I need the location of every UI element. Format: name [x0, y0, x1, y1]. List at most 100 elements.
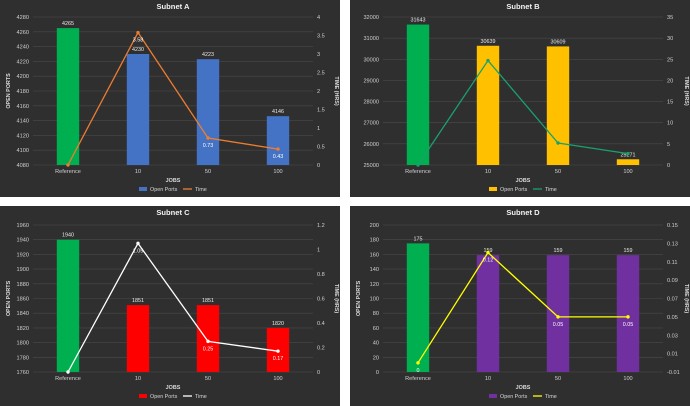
subnet-d-bar-value-label: 159: [624, 248, 633, 254]
subnet-b-bar-value-label: 30639: [481, 39, 496, 45]
subnet-a-time-point: [66, 163, 70, 167]
subnet-a-chart: Subnet A40804100412041404160418042004220…: [0, 0, 340, 197]
subnet-d-bar-reference: [406, 243, 430, 372]
subnet-c-time-point: [136, 241, 140, 246]
subnet-a-x-tick-label: 10: [135, 169, 141, 175]
subnet-c-chart: Subnet C 1760 1780 1800 1820 1840 1860 1880 1900…: [0, 206, 340, 406]
subnet-d-y-tick-label: 160: [370, 252, 379, 258]
subnet-d-time-point: [416, 361, 420, 365]
subnet-c-y-tick-label: 1840: [17, 311, 29, 317]
subnet-d-time-value-label: 0: [417, 368, 420, 374]
subnet-d-y-tick-label: 80: [373, 311, 379, 317]
subnet-a-bar-10: [126, 54, 150, 165]
subnet-d-time-point: [486, 250, 490, 255]
subnet-c-y2-tick-label: 0.4: [317, 321, 325, 327]
subnet-d-time-point: [556, 315, 560, 319]
subnet-a-y-tick-label: 4080: [17, 163, 29, 169]
subnet-b-y-tick-label: 27000: [363, 121, 379, 127]
subnet-d-bar-value-label: 159: [554, 248, 563, 254]
subnet-b-bar-50: [546, 46, 570, 165]
subnet-d-time-value-label: 0.05: [553, 322, 564, 328]
subnet-d-y-tick-label: 20: [373, 355, 379, 361]
subnet-c-time-point: [66, 370, 70, 374]
subnet-c-x-tick-label: 50: [205, 376, 211, 382]
subnet-d-y2-tick-label: 0.03: [667, 333, 678, 339]
subnet-a-y-tick-label: 4200: [17, 74, 29, 80]
subnet-a-y2-tick-label: 3: [317, 52, 320, 58]
subnet-a-x-tick-label: 50: [205, 169, 211, 175]
subnet-c-time-value-label: 0.17: [273, 356, 284, 362]
subnet-a-y-tick-label: 4180: [17, 89, 29, 95]
subnet-d-bar-50: [546, 255, 570, 372]
subnet-d-y2-tick-label: 0.07: [667, 297, 678, 303]
subnet-a-y-tick-label: 4220: [17, 59, 29, 65]
subnet-a-y2-tick-label: 4: [317, 15, 320, 21]
subnet-c-y-tick-label: 1760: [17, 370, 29, 376]
subnet-d-bar-100: [616, 255, 640, 372]
subnet-c-y2-tick-label: 0: [317, 370, 320, 376]
subnet-b-time-point: [556, 141, 560, 145]
subnet-d-legend-line-label: Time: [545, 394, 557, 400]
subnet-b-x-tick-label: Reference: [405, 169, 431, 175]
subnet-b-legend-line-label: Time: [545, 187, 557, 193]
subnet-b-legend-bar-label: Open Ports: [500, 187, 528, 193]
subnet-d-y-tick-label: 140: [370, 267, 379, 273]
subnet-a-y-tick-label: 4120: [17, 133, 29, 139]
subnet-d-y2-axis-title: TIME (HRS): [683, 284, 689, 314]
subnet-d-time-line: [417, 251, 628, 364]
subnet-c-y-tick-label: 1940: [17, 238, 29, 244]
subnet-c-bar-50: [196, 305, 220, 372]
subnet-a-x-tick-label: 100: [273, 169, 282, 175]
subnet-b-bar-value-label: 31643: [411, 18, 426, 24]
subnet-b-y-tick-label: 31000: [363, 36, 379, 42]
subnet-c-time-line: [67, 242, 279, 373]
subnet-c-y-tick-label: 1800: [17, 341, 29, 347]
subnet-c-panel-background: [0, 206, 340, 406]
subnet-b-time-line: [417, 59, 629, 166]
subnet-a-y-tick-label: 4100: [17, 148, 29, 154]
subnet-d-y-tick-label: 180: [370, 238, 379, 244]
subnet-b-y-tick-label: 30000: [363, 57, 379, 63]
subnet-a-time-value-label: 3.58: [133, 38, 144, 44]
subnet-a-bar-value-label: 4223: [202, 52, 214, 58]
subnet-c-x-tick-label: 100: [273, 376, 282, 382]
subnet-a-bar-reference: [56, 28, 80, 165]
subnet-a-x-tick-label: Reference: [55, 169, 81, 175]
subnet-b-y-tick-label: 29000: [363, 78, 379, 84]
subnet-d-bar-10: [476, 255, 500, 372]
subnet-d-bar-value-label: 175: [414, 236, 423, 242]
subnet-b-y2-tick-label: 0: [667, 163, 670, 169]
subnet-c-time-point: [276, 349, 280, 353]
subnet-b-time-point: [626, 151, 630, 156]
subnet-b-time-point: [416, 163, 420, 167]
subnet-c-bar-value-label: 1820: [272, 321, 284, 327]
subnet-d-y2-tick-label: 0.15: [667, 223, 678, 229]
subnet-c-time-value-label: 1.05: [133, 248, 144, 254]
subnet-c-y-tick-label: 1920: [17, 252, 29, 258]
subnet-a-legend-line-label: Time: [195, 187, 207, 193]
subnet-a-y2-tick-label: 2.5: [317, 71, 325, 77]
subnet-b-y-tick-label: 25000: [363, 163, 379, 169]
subnet-b-y-tick-label: 32000: [363, 15, 379, 21]
subnet-c-bar-10: [126, 305, 150, 372]
subnet-a-y-tick-label: 4280: [17, 15, 29, 21]
subnet-c-time-value-label: 0.25: [203, 346, 214, 352]
subnet-c-y-tick-label: 1820: [17, 326, 29, 332]
subnet-b-y2-tick-label: 35: [667, 15, 673, 21]
subnet-d-y2-tick-label: -0.01: [667, 370, 680, 376]
subnet-c-y2-tick-label: 1.2: [317, 223, 325, 229]
subnet-b-chart: Subnet B 25000 26000 27000 28000 29000 30000 31…: [350, 0, 690, 197]
subnet-b-y2-tick-label: 30: [667, 36, 673, 42]
subnet-c-y2-tick-label: 0.8: [317, 272, 325, 278]
subnet-a-time-point: [276, 147, 280, 151]
subnet-c-bar-reference: [56, 239, 80, 372]
subnet-c-y-tick-label: 1860: [17, 297, 29, 303]
subnet-a-legend-bar-swatch: [139, 187, 147, 191]
subnet-b-y2-axis-title: TIME (HRS): [683, 76, 689, 106]
subnet-c-legend-line-label: Time: [195, 394, 207, 400]
subnet-d-y-tick-label: 40: [373, 341, 379, 347]
subnet-c-x-axis-title: JOBS: [166, 385, 181, 391]
subnet-d-title: Subnet D: [506, 208, 540, 217]
subnet-a-bar-100: [266, 116, 290, 165]
